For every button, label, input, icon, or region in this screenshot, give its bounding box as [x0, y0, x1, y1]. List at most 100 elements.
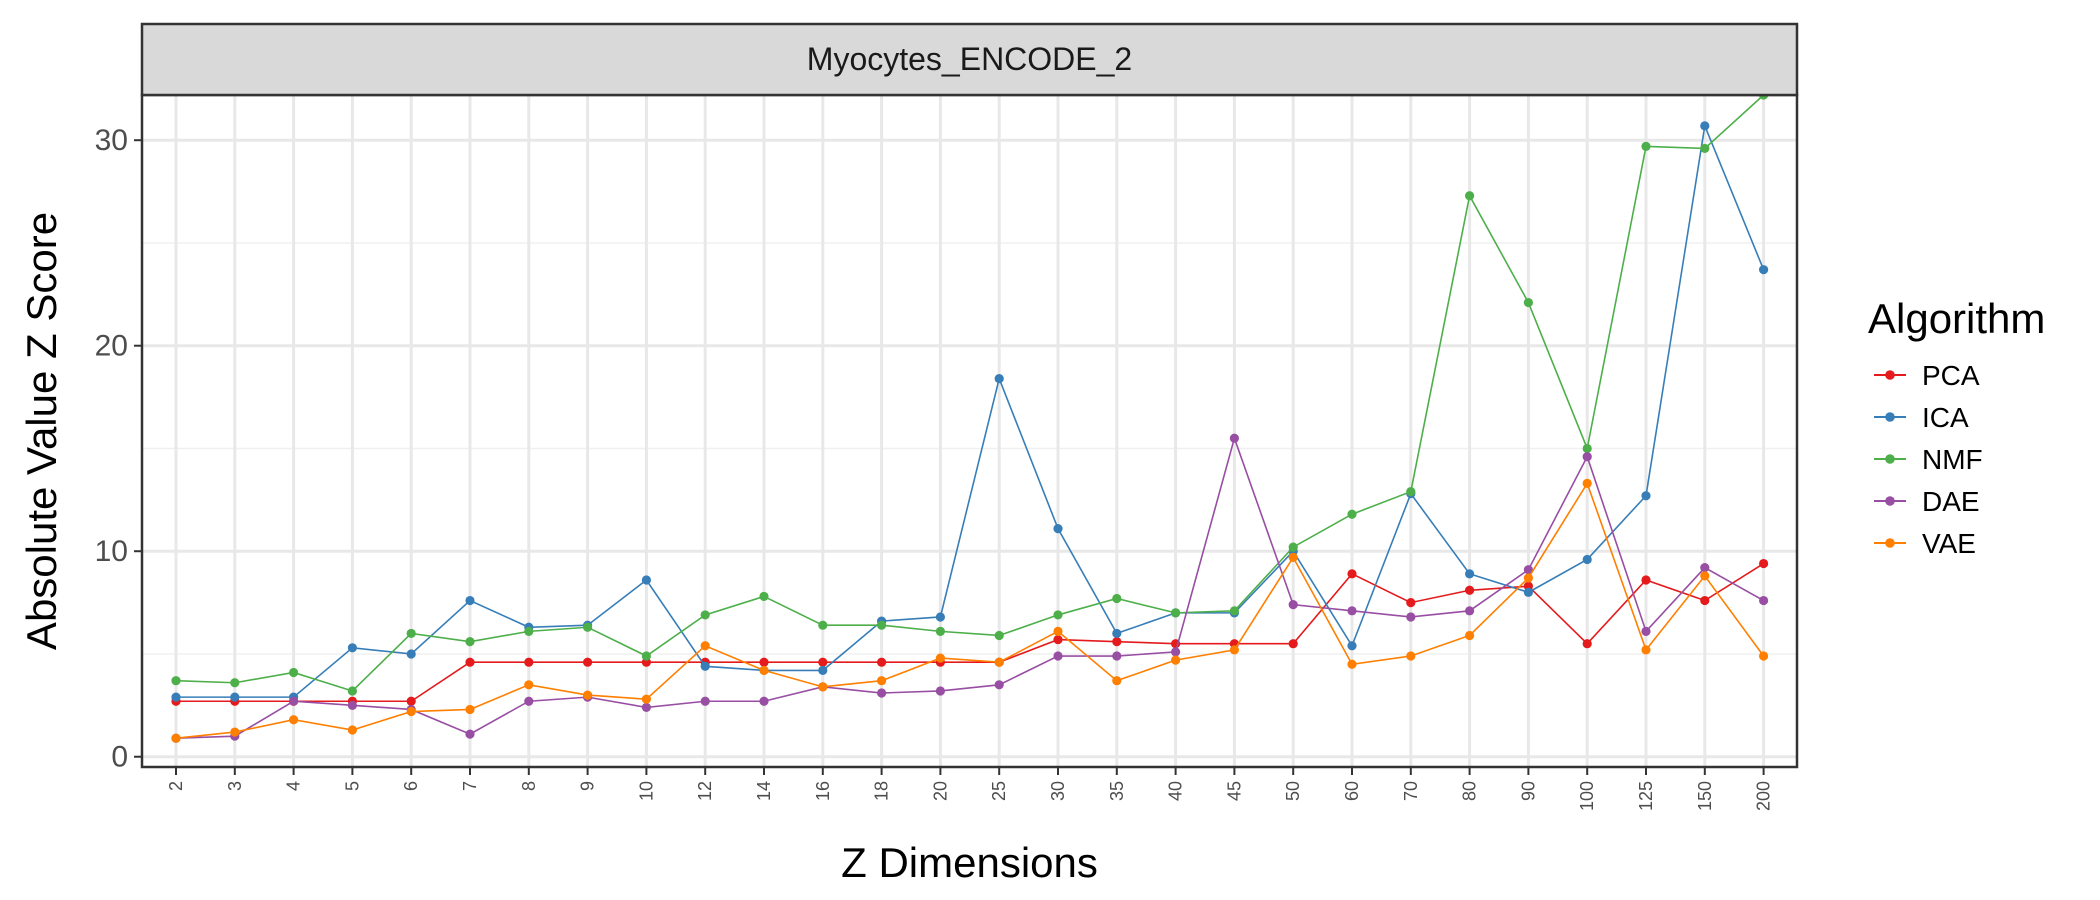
data-point-nmf	[1406, 487, 1416, 497]
data-point-nmf	[524, 626, 534, 636]
data-point-pca	[1582, 639, 1592, 649]
x-tick-label: 25	[989, 781, 1009, 801]
x-tick-label: 45	[1224, 781, 1244, 801]
data-point-pca	[1641, 575, 1651, 585]
data-point-dae	[994, 680, 1004, 690]
data-point-dae	[1112, 651, 1122, 661]
data-point-vae	[406, 706, 416, 717]
legend-label-vae: VAE	[1922, 528, 1976, 559]
series-line-pca	[176, 562, 1765, 703]
data-point-pca	[465, 657, 475, 667]
data-point-vae	[1406, 651, 1416, 661]
data-point-nmf	[994, 630, 1004, 641]
data-point-nmf	[1112, 593, 1122, 604]
data-point-dae	[935, 686, 946, 696]
data-point-dae	[1229, 433, 1239, 443]
data-point-nmf	[230, 678, 240, 688]
data-point-pca	[877, 657, 887, 667]
legend-item-ica: ICA	[1874, 402, 1969, 433]
data-point-vae	[641, 694, 652, 704]
data-point-pca	[406, 696, 416, 706]
data-point-vae	[289, 715, 299, 725]
x-tick-label: 35	[1107, 781, 1127, 801]
data-point-ica	[1759, 265, 1769, 275]
data-point-ica	[465, 595, 475, 606]
data-point-dae	[1582, 452, 1592, 462]
data-point-nmf	[1523, 297, 1533, 308]
data-point-nmf	[1700, 143, 1710, 154]
data-point-vae	[1700, 571, 1710, 581]
data-point-vae	[1112, 676, 1122, 686]
x-tick-label: 60	[1342, 781, 1362, 801]
data-point-ica	[1112, 628, 1122, 639]
data-point-pca	[1112, 637, 1122, 647]
data-point-dae	[289, 696, 299, 706]
y-tick-label: 30	[95, 124, 128, 157]
x-tick-label: 14	[754, 781, 774, 801]
x-tick-label: 5	[342, 781, 362, 791]
data-point-nmf	[1053, 610, 1063, 620]
data-point-nmf	[935, 626, 946, 636]
legend: Algorithm PCA ICA NMF DAE VAE	[1868, 295, 2045, 559]
legend-key-point	[1885, 412, 1895, 422]
data-point-nmf	[289, 667, 299, 678]
data-point-ica	[347, 643, 357, 653]
data-point-ica	[700, 661, 710, 671]
legend-label-ica: ICA	[1922, 402, 1969, 433]
data-point-vae	[700, 641, 710, 651]
legend-label-pca: PCA	[1922, 360, 1980, 391]
data-point-nmf	[171, 676, 181, 686]
data-point-ica	[1465, 569, 1475, 579]
series-nmf	[171, 90, 1769, 696]
data-point-vae	[1641, 645, 1651, 655]
data-point-ica	[171, 692, 181, 702]
data-point-nmf	[1229, 606, 1239, 616]
data-point-nmf	[759, 591, 769, 602]
data-point-vae	[1465, 630, 1475, 641]
x-tick-label: 10	[636, 781, 656, 801]
x-tick-label: 4	[284, 781, 304, 791]
data-point-vae	[1582, 478, 1592, 489]
x-tick-label: 18	[872, 781, 892, 801]
x-tick-label: 7	[460, 781, 480, 791]
data-point-vae	[347, 725, 357, 735]
data-point-ica	[230, 692, 240, 702]
data-point-dae	[1523, 565, 1533, 575]
x-tick-label: 20	[930, 781, 950, 801]
y-axis-title: Absolute Value Z Score	[18, 212, 65, 650]
data-point-nmf	[1641, 141, 1651, 151]
data-point-dae	[877, 688, 887, 698]
data-point-nmf	[347, 686, 357, 696]
x-axis-title: Z Dimensions	[841, 839, 1098, 886]
x-tick-label: 2	[166, 781, 186, 791]
data-point-vae	[1288, 552, 1298, 562]
data-point-vae	[583, 690, 593, 700]
y-tick-label: 10	[95, 535, 128, 568]
data-point-nmf	[700, 610, 710, 620]
legend-key-point	[1885, 454, 1895, 464]
data-point-ica	[935, 612, 946, 622]
data-point-dae	[1347, 606, 1357, 616]
data-point-vae	[524, 680, 534, 690]
series-line-nmf	[175, 94, 1765, 692]
legend-items: PCA ICA NMF DAE VAE	[1874, 360, 1983, 559]
data-point-pca	[759, 657, 769, 667]
series-line-vae	[175, 481, 1765, 740]
x-tick-label: 150	[1695, 781, 1715, 811]
facet-label: Myocytes_ENCODE_2	[807, 41, 1132, 77]
data-point-vae	[1171, 655, 1181, 665]
data-point-vae	[1229, 645, 1239, 655]
legend-key-point	[1885, 496, 1895, 506]
data-point-dae	[1759, 595, 1769, 606]
data-point-nmf	[818, 620, 828, 630]
y-tick-label: 20	[95, 330, 128, 363]
x-tick-label: 70	[1401, 781, 1421, 801]
data-point-nmf	[1171, 608, 1181, 618]
x-tick-label: 6	[401, 781, 421, 791]
legend-label-dae: DAE	[1922, 486, 1980, 517]
legend-key-point	[1885, 370, 1895, 380]
series-line-dae	[175, 435, 1764, 740]
x-tick-label: 50	[1283, 781, 1303, 801]
x-tick-label: 9	[578, 781, 598, 791]
legend-item-pca: PCA	[1874, 360, 1980, 391]
